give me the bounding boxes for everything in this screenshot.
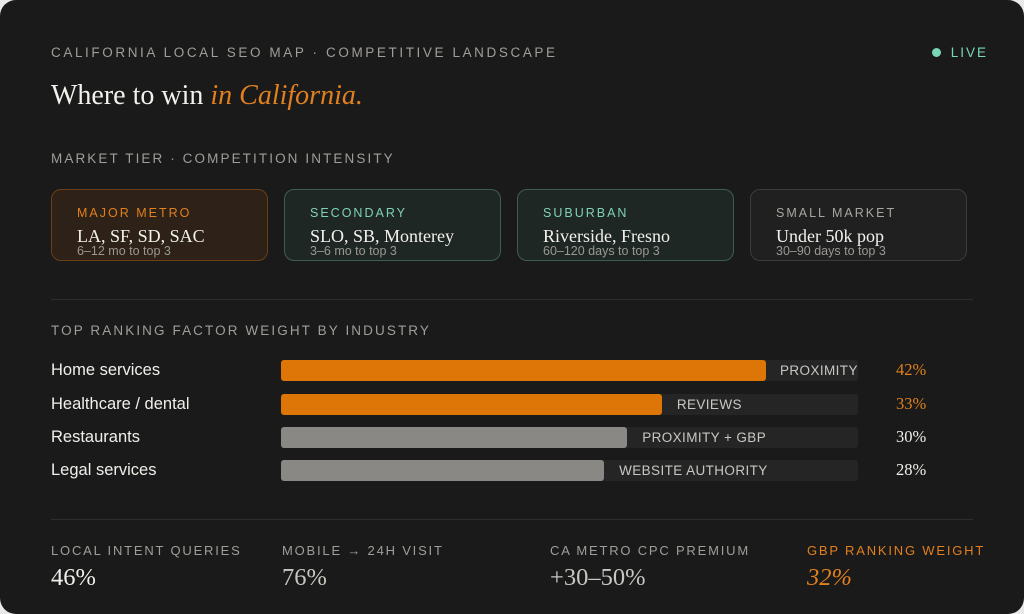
percent-value: 28% <box>896 460 927 479</box>
tier-card-small-market[interactable]: SMALL MARKET Under 50k pop 30–90 days to… <box>750 189 967 261</box>
tier-section-label: MARKET TIER · COMPETITION INTENSITY <box>51 151 395 166</box>
section-divider <box>51 299 973 300</box>
tier-label: SMALL MARKET <box>776 206 897 220</box>
stat-value: +30–50% <box>550 564 646 591</box>
bar-fill <box>281 460 605 481</box>
bar-fill <box>281 427 628 448</box>
industry-name: Legal services <box>51 461 157 479</box>
page-title-accent: in California. <box>210 80 363 111</box>
industry-name: Home services <box>51 361 161 379</box>
factor-section-label: TOP RANKING FACTOR WEIGHT BY INDUSTRY <box>51 323 432 338</box>
factor-row-restaurants[interactable]: Restaurants PROXIMITY + GBP 30% <box>51 427 973 449</box>
tier-label: SUBURBAN <box>543 206 629 220</box>
tier-title: Under 50k pop <box>776 226 884 246</box>
stat-label: MOBILE → 24H VISIT <box>282 543 444 558</box>
industry-name: Restaurants <box>51 428 140 446</box>
bar-fill <box>281 394 662 415</box>
page-title: Where to win in California. <box>51 80 363 112</box>
tier-title: SLO, SB, Monterey <box>310 226 454 246</box>
stat-label: LOCAL INTENT QUERIES <box>51 543 242 558</box>
tier-card-secondary[interactable]: SECONDARY SLO, SB, Monterey 3–6 mo to to… <box>284 189 501 261</box>
tier-title: LA, SF, SD, SAC <box>77 226 205 246</box>
tier-subtitle: 60–120 days to top 3 <box>543 244 660 258</box>
tier-card-major-metro[interactable]: MAJOR METRO LA, SF, SD, SAC 6–12 mo to t… <box>51 189 268 261</box>
stat-cpc-premium: CA METRO CPC PREMIUM +30–50% <box>550 543 750 592</box>
factor-label: PROXIMITY + GBP <box>642 430 767 445</box>
industry-name: Healthcare / dental <box>51 395 190 413</box>
section-divider <box>51 519 973 520</box>
stat-value: 32% <box>807 564 852 591</box>
tier-title: Riverside, Fresno <box>543 226 670 246</box>
stat-local-intent: LOCAL INTENT QUERIES 46% <box>51 543 242 592</box>
stat-label: GBP RANKING WEIGHT <box>807 543 986 558</box>
tier-subtitle: 30–90 days to top 3 <box>776 244 886 258</box>
bar-track: REVIEWS <box>281 394 858 415</box>
factor-row-home-services[interactable]: Home services PROXIMITY 42% <box>51 360 973 382</box>
tier-subtitle: 3–6 mo to top 3 <box>310 244 397 258</box>
factor-label: PROXIMITY <box>780 363 858 378</box>
stat-value: 46% <box>51 564 96 591</box>
bar-fill <box>281 360 766 381</box>
tier-label: SECONDARY <box>310 206 407 220</box>
stat-gbp-weight: GBP RANKING WEIGHT 32% <box>807 543 985 592</box>
factor-label: REVIEWS <box>676 397 742 412</box>
live-label: LIVE <box>950 45 988 60</box>
tier-card-suburban[interactable]: SUBURBAN Riverside, Fresno 60–120 days t… <box>517 189 734 261</box>
page-eyebrow: CALIFORNIA LOCAL SEO MAP · COMPETITIVE L… <box>51 45 558 60</box>
percent-value: 33% <box>896 394 927 413</box>
bar-track: PROXIMITY <box>281 360 858 381</box>
live-dot-icon <box>931 48 941 57</box>
percent-value: 42% <box>896 360 927 379</box>
stat-mobile-visit: MOBILE → 24H VISIT 76% <box>282 543 444 592</box>
factor-label: WEBSITE AUTHORITY <box>619 463 768 478</box>
stat-value: 76% <box>282 564 327 591</box>
tier-label: MAJOR METRO <box>77 206 192 220</box>
bar-track: PROXIMITY + GBP <box>281 427 858 448</box>
page-title-main: Where to win <box>51 80 211 111</box>
percent-value: 30% <box>896 427 927 446</box>
live-indicator: LIVE <box>931 45 988 60</box>
factor-row-legal-services[interactable]: Legal services WEBSITE AUTHORITY 28% <box>51 460 973 482</box>
factor-row-healthcare[interactable]: Healthcare / dental REVIEWS 33% <box>51 394 973 416</box>
tier-subtitle: 6–12 mo to top 3 <box>77 244 171 258</box>
stat-label: CA METRO CPC PREMIUM <box>550 543 750 558</box>
bar-track: WEBSITE AUTHORITY <box>281 460 858 481</box>
